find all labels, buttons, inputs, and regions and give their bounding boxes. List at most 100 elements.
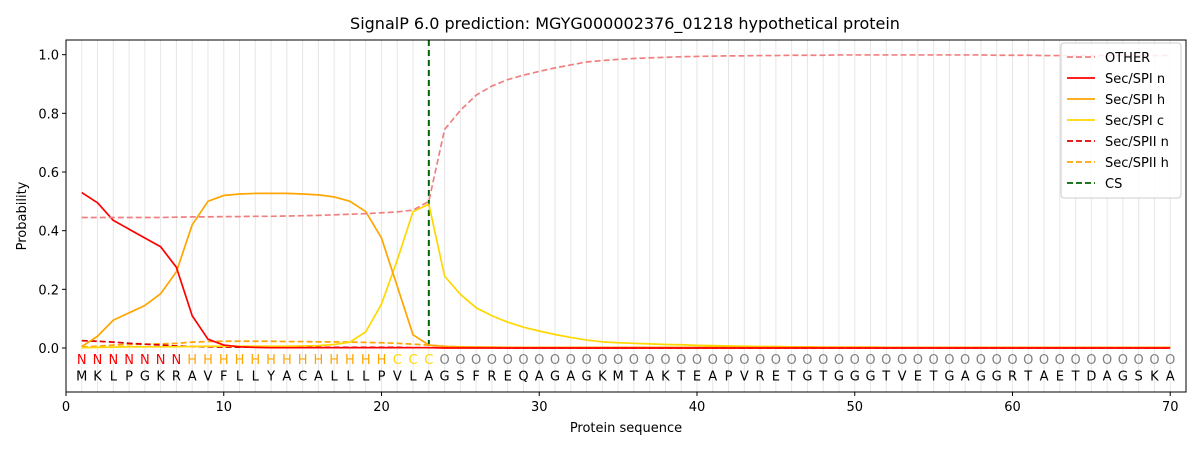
region-label: O — [439, 353, 449, 368]
region-label: H — [250, 353, 260, 368]
region-label: O — [802, 353, 812, 368]
sequence-residue: G — [802, 369, 812, 384]
sequence-residue: P — [125, 369, 133, 384]
region-label: O — [960, 353, 970, 368]
sequence-residue: G — [440, 369, 450, 384]
region-label: O — [660, 353, 670, 368]
x-axis-label: Protein sequence — [570, 421, 682, 436]
region-label: H — [377, 353, 387, 368]
sequence-residue: E — [914, 369, 922, 384]
region-label: N — [140, 353, 150, 368]
legend-label: Sec/SPII h — [1105, 156, 1169, 171]
region-label: O — [1007, 353, 1017, 368]
sequence-residue: T — [881, 369, 890, 384]
region-label: N — [93, 353, 103, 368]
region-label: H — [329, 353, 339, 368]
region-label: O — [865, 353, 875, 368]
region-label: O — [944, 353, 954, 368]
region-label: O — [629, 353, 639, 368]
region-label: O — [1102, 353, 1112, 368]
y-tick-label: 0.2 — [38, 283, 59, 298]
region-label: O — [503, 353, 513, 368]
region-label: O — [850, 353, 860, 368]
region-label: O — [992, 353, 1002, 368]
sequence-residue: C — [298, 369, 307, 384]
series-line-sec-spi-n — [81, 191, 1171, 349]
region-label: O — [771, 353, 781, 368]
sequence-residue: T — [676, 369, 685, 384]
legend-frame — [1060, 42, 1182, 199]
sequence-residue: T — [629, 369, 638, 384]
legend-label: Sec/SPI n — [1105, 72, 1165, 87]
sequence-residue: S — [1135, 369, 1143, 384]
region-label: O — [739, 353, 749, 368]
sequence-residue: T — [1023, 369, 1032, 384]
region-label: O — [976, 353, 986, 368]
sequence-residue: Y — [266, 369, 275, 384]
sequence-residue: V — [204, 369, 213, 384]
region-label: O — [1070, 353, 1080, 368]
y-tick-label: 1.0 — [38, 49, 59, 64]
region-label: H — [235, 353, 245, 368]
legend-label: Sec/SPI h — [1105, 93, 1165, 108]
sequence-residue: L — [409, 369, 417, 384]
region-label: O — [581, 353, 591, 368]
region-label: H — [187, 353, 197, 368]
sequence-residue: A — [188, 369, 197, 384]
region-label: O — [897, 353, 907, 368]
region-label: N — [172, 353, 182, 368]
region-label: H — [219, 353, 229, 368]
region-label: N — [156, 353, 166, 368]
sequence-residue: E — [1056, 369, 1064, 384]
sequence-residue: A — [1166, 369, 1175, 384]
sequence-residue: G — [992, 369, 1002, 384]
region-label: O — [534, 353, 544, 368]
region-label: O — [566, 353, 576, 368]
sequence-residue: P — [378, 369, 386, 384]
region-label: O — [834, 353, 844, 368]
region-label: H — [314, 353, 324, 368]
series-line-other — [81, 54, 1171, 219]
region-label: O — [455, 353, 465, 368]
region-label: O — [518, 353, 528, 368]
region-label: O — [613, 353, 623, 368]
region-label: O — [550, 353, 560, 368]
sequence-residue: A — [424, 369, 433, 384]
x-tick-label: 10 — [215, 400, 232, 415]
region-label: H — [203, 353, 213, 368]
sequence-residue: V — [393, 369, 402, 384]
sequence-residue: R — [487, 369, 496, 384]
sequence-residue: V — [898, 369, 907, 384]
sequence-residue: K — [93, 369, 102, 384]
sequence-residue: S — [456, 369, 464, 384]
region-label: N — [124, 353, 134, 368]
x-tick-label: 30 — [531, 400, 548, 415]
y-tick-layer: 0.0 0.2 0.4 0.6 0.8 1.0 — [38, 49, 66, 357]
sequence-residue: K — [661, 369, 670, 384]
sequence-residue: A — [535, 369, 544, 384]
region-label: O — [755, 353, 765, 368]
sequence-residue: M — [76, 369, 87, 384]
region-label: C — [424, 353, 433, 368]
sequence-residue: K — [1150, 369, 1159, 384]
sequence-residue: G — [850, 369, 860, 384]
series-layer — [81, 54, 1171, 349]
sequence-residue: G — [550, 369, 560, 384]
sequence-residue: E — [504, 369, 512, 384]
region-label: O — [1165, 353, 1175, 368]
sequence-residue: R — [172, 369, 181, 384]
region-label: O — [487, 353, 497, 368]
x-tick-label: 20 — [373, 400, 390, 415]
sequence-residue: L — [331, 369, 339, 384]
region-label: O — [1023, 353, 1033, 368]
region-label: O — [723, 353, 733, 368]
sequence-residue: K — [598, 369, 607, 384]
sequence-residue: A — [645, 369, 654, 384]
sequence-residue: L — [252, 369, 260, 384]
sequence-residue: G — [1118, 369, 1128, 384]
sequence-residue: L — [346, 369, 354, 384]
y-tick-label: 0.8 — [38, 107, 59, 122]
region-label: O — [1055, 353, 1065, 368]
